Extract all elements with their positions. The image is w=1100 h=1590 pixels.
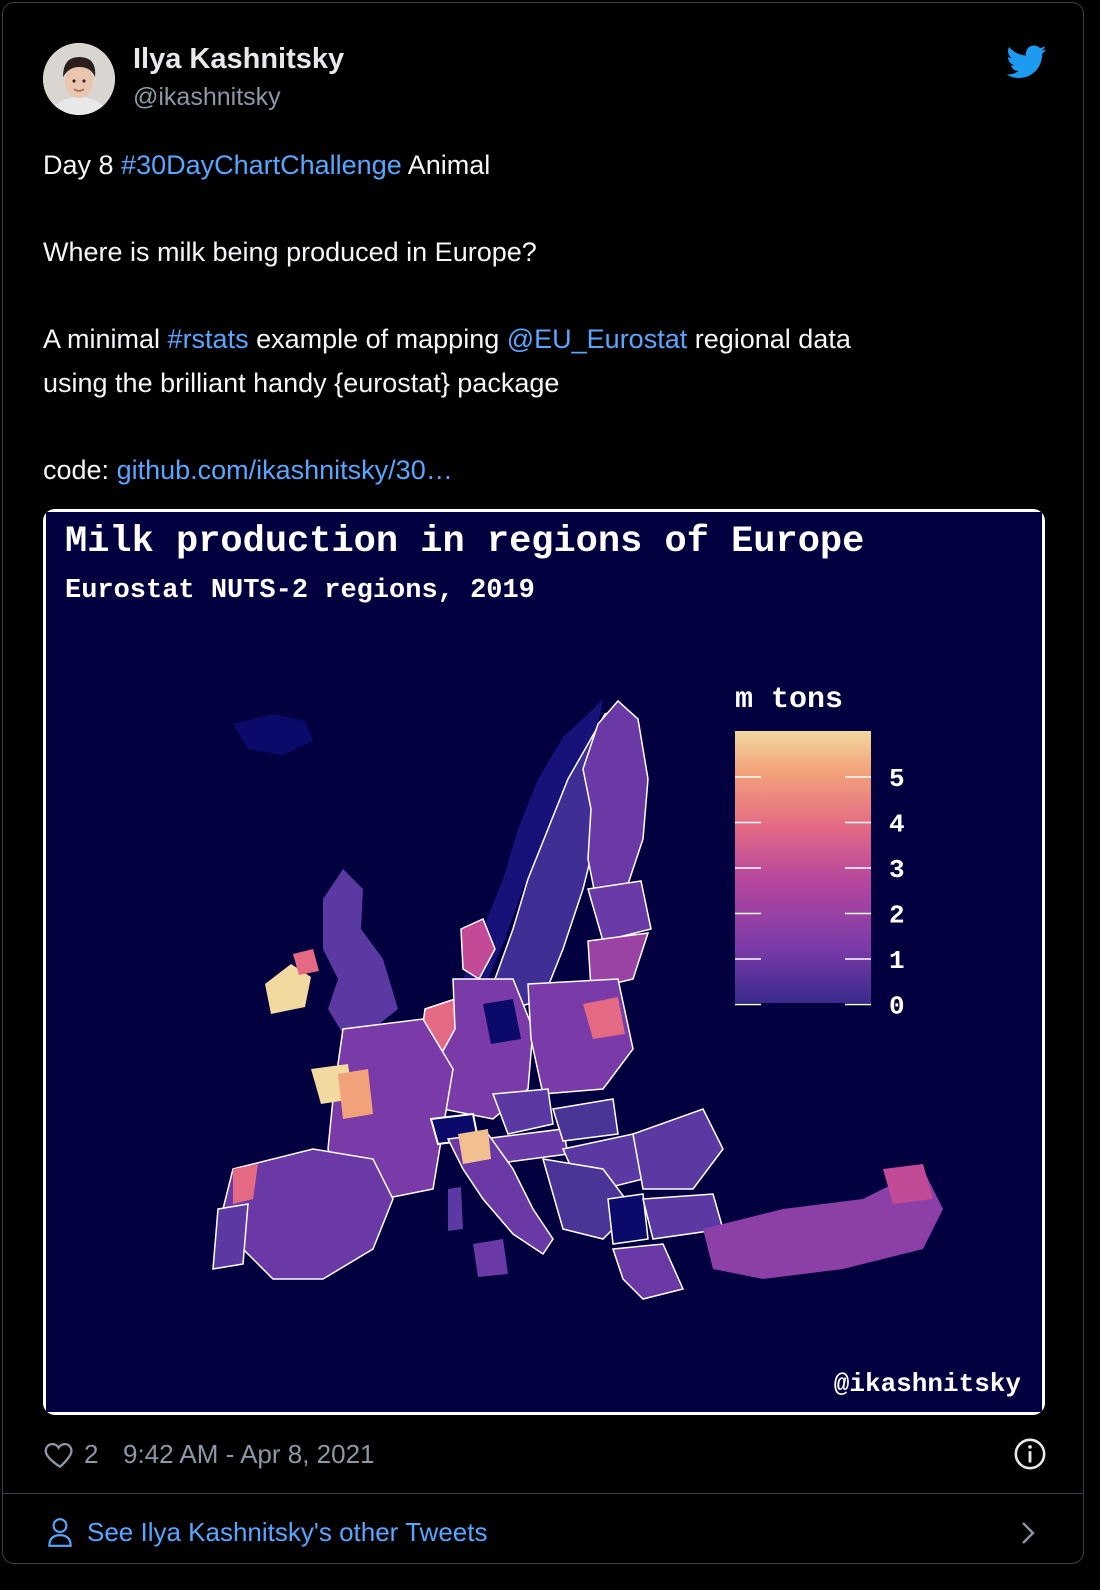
region-lombardy — [458, 1129, 491, 1164]
tweet-timestamp[interactable]: 9:42 AM - Apr 8, 2021 — [123, 1439, 375, 1469]
europe-map — [212, 699, 943, 1300]
region-uk — [323, 869, 398, 1034]
text-segment: Day 8 — [43, 150, 122, 180]
tweet-line-5: code: github.com/ikashnitsky/30… — [43, 448, 1033, 492]
tweet-line-2: Where is milk being produced in Europe? — [43, 237, 537, 267]
figure-title: Milk production in regions of Europe — [65, 521, 864, 563]
region-france — [327, 1018, 454, 1200]
author-name[interactable]: Ilya Kashnitsky — [133, 43, 345, 75]
figure-credit: @ikashnitsky — [834, 1369, 1022, 1399]
legend-tick-label: 0 — [889, 992, 905, 1022]
tweet-footer: 2 9:42 AM - Apr 8, 2021 — [43, 1435, 1047, 1475]
avatar[interactable] — [43, 43, 115, 115]
region-poland-east — [583, 997, 625, 1039]
figure-subtitle: Eurostat NUTS-2 regions, 2019 — [65, 576, 535, 606]
divider — [3, 1493, 1083, 1494]
tweet-text: Day 8 #30DayChartChallenge Animal Where … — [43, 143, 1033, 492]
region-normandy — [338, 1069, 373, 1119]
text-segment: regional data — [687, 324, 851, 354]
see-other-tweets-link[interactable]: See Ilya Kashnitsky's other Tweets — [87, 1517, 488, 1547]
text-segment: A minimal — [43, 324, 168, 354]
region-greece — [611, 1243, 685, 1300]
legend-title: m tons — [735, 683, 843, 717]
region-sicily — [473, 1239, 508, 1277]
region-czechia — [491, 1088, 554, 1135]
tweet-line-4: using the brilliant handy {eurostat} pac… — [43, 368, 560, 398]
text-segment: example of mapping — [248, 324, 507, 354]
region-denmark — [460, 917, 496, 981]
region-northern-ireland — [293, 949, 319, 975]
legend-ticks: 5 4 3 2 1 0 — [735, 764, 905, 1022]
info-icon[interactable] — [1013, 1437, 1047, 1471]
spacer — [43, 405, 1033, 448]
legend-tick-label: 3 — [889, 855, 905, 885]
legend-colorbar — [735, 731, 871, 1003]
region-iceland — [233, 714, 313, 755]
region-serbia — [607, 1193, 649, 1245]
spacer — [43, 274, 1033, 317]
region-galicia — [233, 1164, 258, 1204]
heart-icon[interactable] — [43, 1437, 77, 1471]
chevron-right-icon[interactable] — [1017, 1519, 1039, 1547]
author-handle[interactable]: @ikashnitsky — [133, 83, 281, 111]
twitter-bird-icon[interactable] — [1007, 45, 1047, 79]
region-ireland — [265, 964, 311, 1014]
legend-tick-label: 4 — [889, 810, 905, 840]
region-sardinia — [448, 1187, 463, 1231]
legend-tick-label: 5 — [889, 764, 905, 794]
region-turkey-east — [883, 1164, 933, 1204]
mention-link[interactable]: @EU_Eurostat — [506, 324, 688, 354]
region-lithuania — [587, 932, 650, 990]
region-portugal — [212, 1203, 249, 1270]
avatar-image — [43, 43, 115, 115]
text-segment: code: — [43, 455, 117, 485]
tweet-card: Ilya Kashnitsky @ikashnitsky Day 8 #30Da… — [2, 2, 1084, 1564]
region-baltics — [587, 880, 652, 942]
region-berlin-area — [483, 999, 521, 1044]
hashtag-link[interactable]: #rstats — [167, 324, 249, 354]
legend-tick-label: 1 — [889, 946, 905, 976]
tweet-line-3: A minimal #rstats example of mapping @EU… — [43, 317, 1033, 361]
like-count[interactable]: 2 — [84, 1439, 99, 1469]
hashtag-link[interactable]: #30DayChartChallenge — [121, 150, 402, 180]
spacer — [43, 187, 1033, 230]
tweet-media-image[interactable]: Milk production in regions of Europe Eur… — [43, 509, 1045, 1415]
person-icon[interactable] — [47, 1516, 73, 1548]
code-link[interactable]: github.com/ikashnitsky/30… — [116, 455, 453, 485]
region-slovakia — [552, 1098, 619, 1142]
region-italy — [446, 1133, 554, 1256]
region-turkey — [703, 1169, 943, 1279]
legend-tick-label: 2 — [889, 901, 905, 931]
milk-map-figure: Milk production in regions of Europe Eur… — [46, 512, 1042, 1412]
region-romania — [632, 1108, 724, 1190]
region-norway — [463, 699, 603, 979]
text-segment: Animal — [401, 150, 491, 180]
region-finland — [582, 699, 649, 911]
tweet-line-1: Day 8 #30DayChartChallenge Animal — [43, 143, 1033, 187]
